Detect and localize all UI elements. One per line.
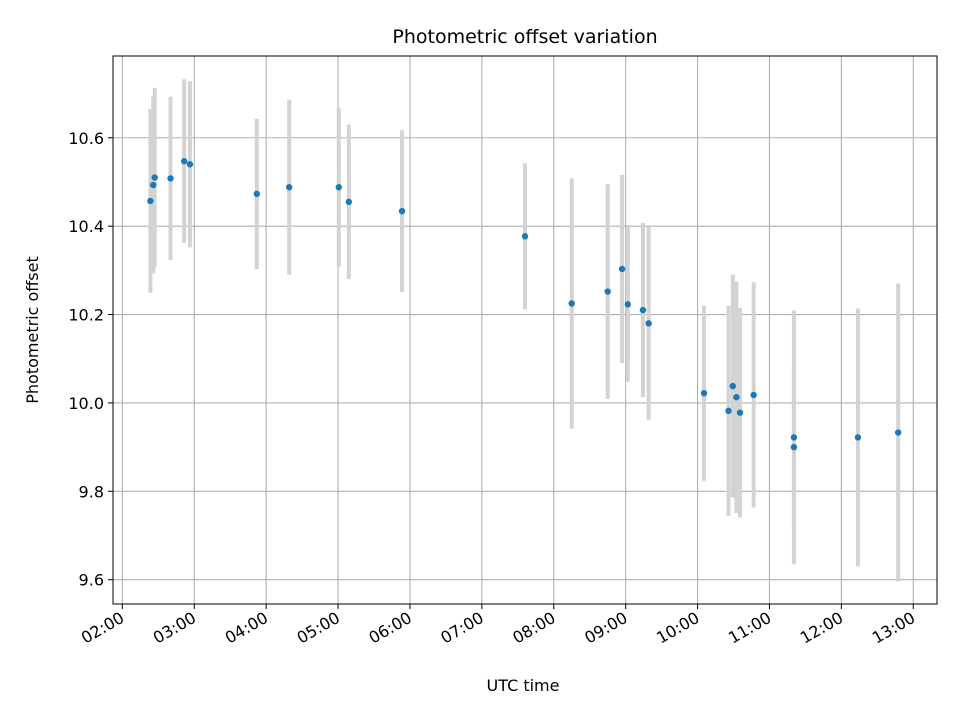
data-point bbox=[725, 407, 732, 415]
x-tick-label: 05:00 bbox=[294, 608, 343, 648]
data-point bbox=[521, 233, 529, 240]
data-point bbox=[150, 181, 157, 189]
data-point bbox=[345, 198, 353, 206]
data-point bbox=[790, 443, 798, 451]
data-point bbox=[733, 393, 740, 401]
y-tick-label: 10.4 bbox=[68, 217, 104, 236]
point-layer bbox=[147, 157, 902, 451]
data-point bbox=[398, 207, 406, 215]
x-tick-label: 11:00 bbox=[725, 608, 774, 648]
data-point bbox=[750, 391, 757, 399]
y-axis-title: Photometric offset bbox=[23, 256, 42, 404]
y-axis-ticks: 9.6 9.8 10.0 10.2 10.4 10.6 bbox=[68, 129, 113, 590]
data-point bbox=[894, 429, 902, 436]
x-tick-label: 13:00 bbox=[869, 608, 918, 648]
x-tick-label: 04:00 bbox=[222, 608, 271, 648]
data-point bbox=[147, 197, 154, 205]
x-tick-label: 09:00 bbox=[581, 608, 630, 648]
plot-area-frame bbox=[112, 55, 938, 605]
x-tick-label: 12:00 bbox=[797, 608, 846, 648]
x-axis-title: UTC time bbox=[487, 676, 560, 695]
data-point bbox=[639, 306, 647, 314]
data-point bbox=[568, 300, 575, 307]
data-point bbox=[604, 288, 611, 295]
y-tick-label: 9.6 bbox=[79, 571, 104, 590]
x-axis-ticks: 02:00 03:00 04:00 05:00 06:00 07:00 08:00 09:00… bbox=[78, 604, 918, 648]
x-tick-label: 03:00 bbox=[150, 608, 199, 648]
errorbar-layer bbox=[148, 79, 901, 582]
data-point bbox=[700, 389, 708, 397]
data-point bbox=[285, 184, 293, 191]
chart-title: Photometric offset variation bbox=[392, 26, 657, 48]
y-tick-label: 10.0 bbox=[68, 394, 104, 413]
data-point bbox=[645, 320, 652, 327]
data-point bbox=[736, 409, 744, 416]
data-point bbox=[790, 434, 798, 441]
data-point bbox=[618, 265, 626, 273]
data-point bbox=[253, 190, 261, 198]
y-tick-label: 9.8 bbox=[79, 482, 104, 501]
data-point bbox=[624, 301, 632, 308]
x-tick-label: 08:00 bbox=[509, 608, 558, 648]
y-tick-label: 10.2 bbox=[68, 306, 104, 325]
x-tick-label: 06:00 bbox=[366, 608, 415, 648]
data-point bbox=[180, 157, 188, 165]
data-point bbox=[151, 174, 158, 181]
y-tick-label: 10.6 bbox=[68, 129, 104, 148]
x-tick-label: 10:00 bbox=[653, 608, 702, 648]
data-point bbox=[854, 434, 862, 441]
data-point bbox=[186, 161, 194, 168]
data-point bbox=[729, 382, 736, 390]
x-tick-label: 02:00 bbox=[78, 608, 127, 648]
data-point bbox=[335, 184, 342, 191]
data-point bbox=[167, 175, 174, 182]
x-tick-label: 07:00 bbox=[437, 608, 486, 648]
grid-layer bbox=[113, 56, 937, 604]
